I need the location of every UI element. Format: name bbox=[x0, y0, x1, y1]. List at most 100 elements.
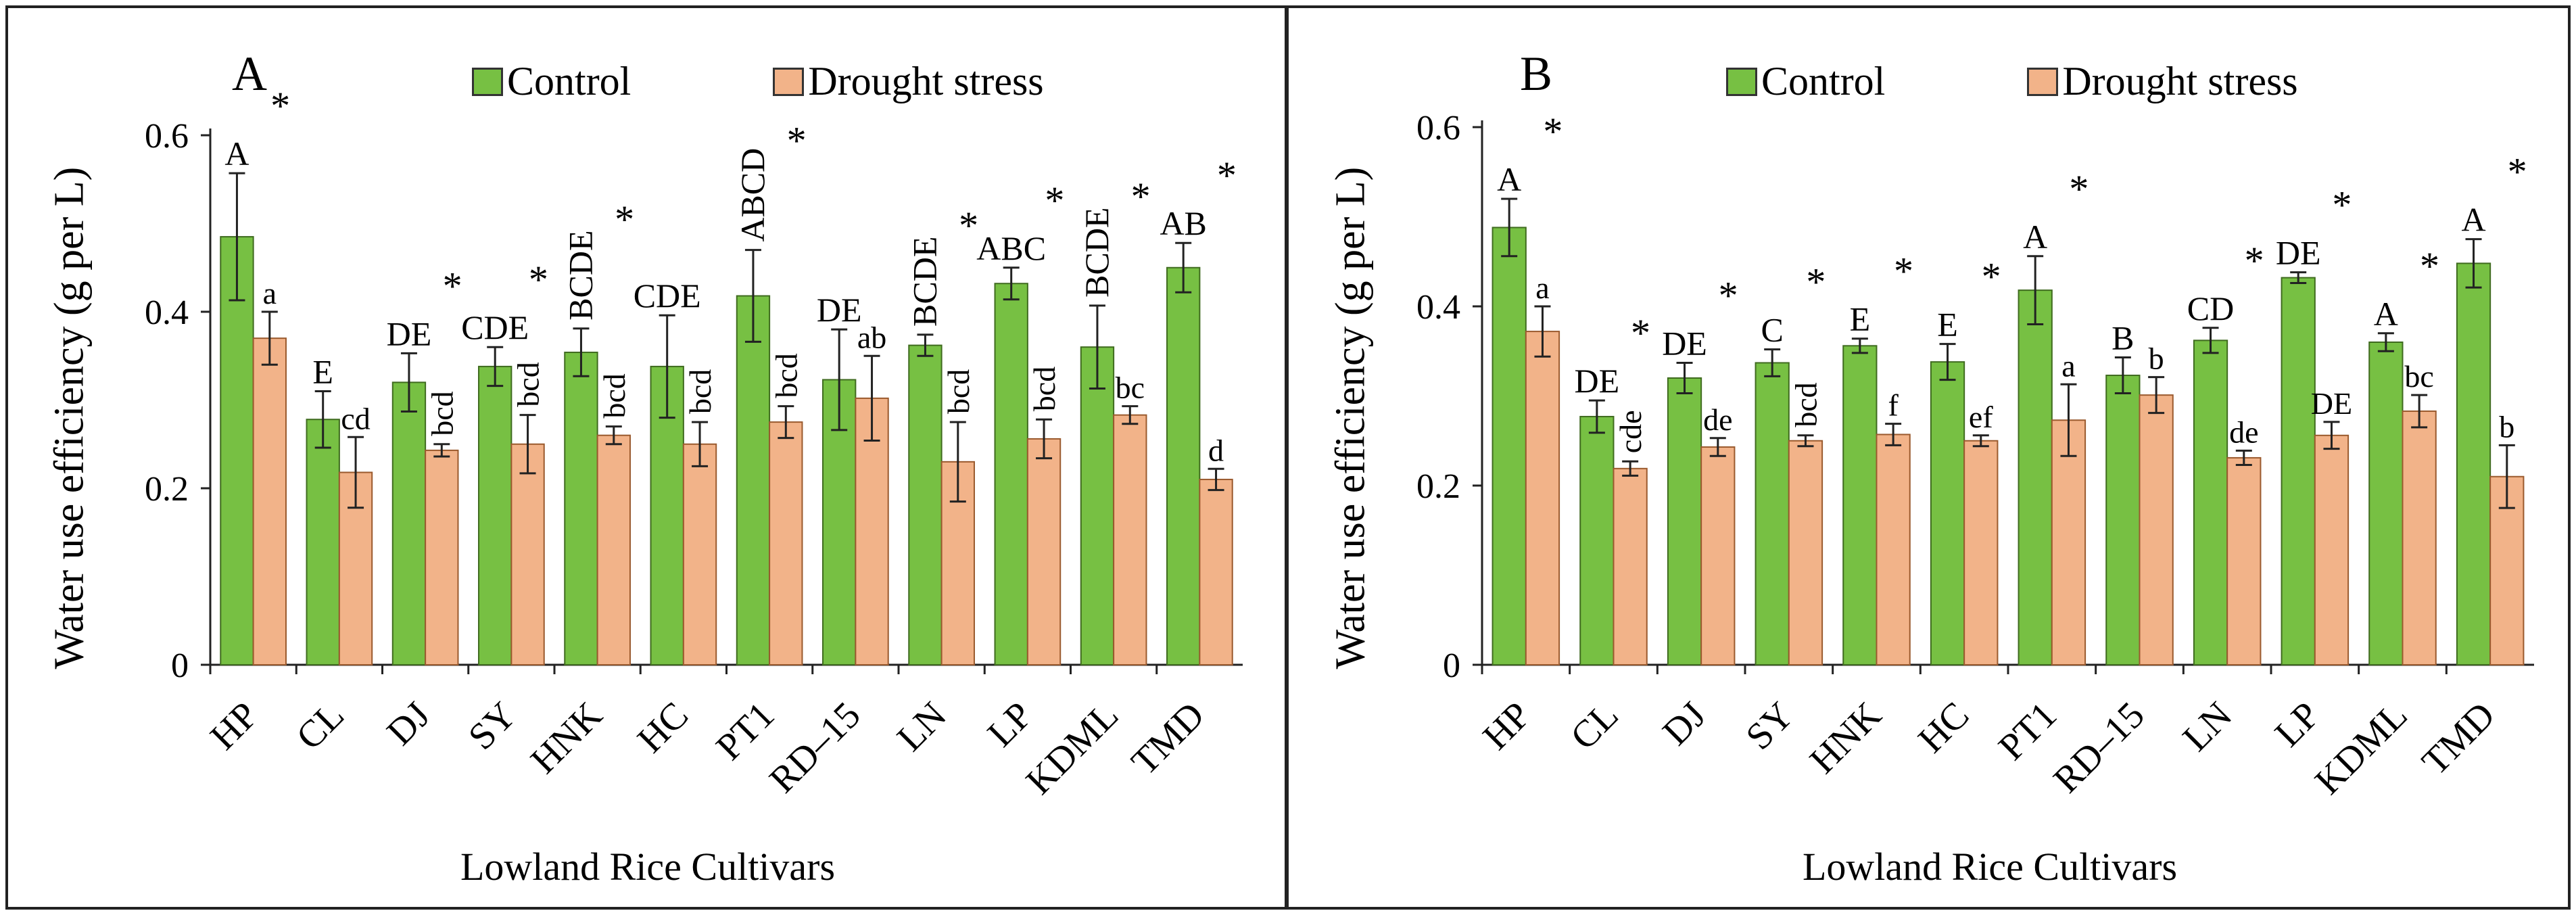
data-label-control: DE bbox=[817, 291, 862, 329]
legend-label-drought: Drought stress bbox=[808, 59, 1044, 103]
legend-swatch-control bbox=[1726, 67, 1757, 96]
y-axis-title-a: Water use efficiency (g per L) bbox=[46, 166, 93, 670]
significance-star: * bbox=[787, 119, 807, 163]
data-label-control: DE bbox=[387, 314, 432, 352]
bar-control bbox=[1080, 346, 1115, 665]
data-label-drought: f bbox=[1888, 388, 1899, 423]
data-label-drought: bc bbox=[2404, 359, 2433, 394]
x-tick-label: HP bbox=[1475, 694, 1539, 757]
legend-item-control: Control bbox=[1726, 58, 1885, 105]
legend-a: Control Drought stress bbox=[472, 58, 1044, 105]
significance-star: * bbox=[1806, 260, 1826, 304]
legend-b: Control Drought stress bbox=[1726, 58, 2298, 105]
data-label-control: BCDE bbox=[561, 230, 599, 320]
data-label-drought: bcd bbox=[1027, 367, 1062, 411]
chart-a-plot: 00.20.40.6HPAa*CLEcdDJDEbcd*SYCDEbcd*HNK… bbox=[145, 84, 1243, 803]
legend-swatch-drought bbox=[773, 67, 805, 96]
bar-drought bbox=[1700, 446, 1736, 666]
bar-control bbox=[1579, 415, 1615, 665]
y-tick-label: 0.2 bbox=[1416, 467, 1460, 506]
bar-control bbox=[2368, 342, 2404, 665]
data-label-control: A bbox=[224, 135, 249, 172]
data-label-control: A bbox=[1497, 160, 1521, 198]
bar-drought bbox=[1199, 478, 1233, 665]
x-tick-label: LN bbox=[2175, 694, 2241, 759]
data-label-control: AB bbox=[1160, 204, 1206, 242]
data-label-control: E bbox=[1850, 300, 1871, 338]
legend-swatch-control bbox=[472, 67, 503, 96]
significance-star: * bbox=[2420, 244, 2439, 288]
x-tick-label: DJ bbox=[379, 694, 438, 753]
significance-star: * bbox=[615, 197, 634, 241]
bar-control bbox=[2105, 375, 2141, 666]
bar-drought bbox=[425, 449, 459, 665]
data-label-drought: d bbox=[1208, 433, 1224, 467]
data-label-drought: bcd bbox=[1788, 382, 1823, 427]
significance-star: * bbox=[270, 84, 290, 128]
x-tick-label: HC bbox=[629, 694, 696, 761]
bar-drought bbox=[2051, 419, 2086, 666]
legend-item-drought: Drought stress bbox=[773, 58, 1044, 105]
bar-drought bbox=[1876, 433, 1911, 665]
x-tick-label: SY bbox=[460, 694, 524, 757]
y-tick-label: 0.2 bbox=[145, 470, 189, 509]
data-label-drought: a bbox=[2061, 348, 2075, 383]
bar-drought bbox=[1113, 414, 1147, 665]
x-tick-label: RD–15 bbox=[2045, 694, 2152, 801]
data-label-drought: bcd bbox=[511, 362, 546, 406]
y-tick-label: 0 bbox=[1443, 647, 1460, 685]
significance-star: * bbox=[1719, 273, 1738, 317]
bar-drought bbox=[2402, 410, 2437, 666]
data-label-control: ABCD bbox=[734, 148, 771, 242]
data-label-drought: bcd bbox=[769, 353, 803, 398]
data-label-control: DE bbox=[2276, 234, 2321, 272]
data-label-drought: DE bbox=[2311, 386, 2352, 421]
bar-control bbox=[2281, 277, 2316, 666]
data-label-control: A bbox=[2023, 218, 2047, 256]
significance-star: * bbox=[1894, 250, 1913, 294]
y-tick-label: 0.4 bbox=[1416, 288, 1460, 327]
bar-control bbox=[1755, 362, 1790, 665]
x-tick-label: DJ bbox=[1655, 694, 1715, 753]
bar-drought bbox=[1788, 440, 1823, 665]
bar-control bbox=[2018, 289, 2053, 665]
bar-drought bbox=[2314, 434, 2350, 665]
significance-star: * bbox=[2069, 167, 2089, 211]
bar-drought bbox=[855, 397, 889, 665]
bar-control bbox=[1166, 266, 1201, 665]
x-tick-label: CL bbox=[289, 694, 352, 757]
significance-star: * bbox=[529, 258, 548, 302]
legend-label-control: Control bbox=[507, 59, 631, 103]
significance-star: * bbox=[2332, 183, 2352, 227]
x-tick-label: HNK bbox=[523, 694, 611, 782]
legend-label-control: Control bbox=[1761, 59, 1886, 103]
x-tick-label: LN bbox=[889, 694, 955, 759]
bar-control bbox=[736, 295, 771, 665]
data-label-control: A bbox=[2461, 201, 2485, 239]
legend-label-drought: Drought stress bbox=[2062, 59, 2298, 103]
data-label-drought: a bbox=[1535, 271, 1549, 305]
bar-drought bbox=[2139, 394, 2174, 665]
data-label-control: C bbox=[1761, 311, 1784, 349]
x-tick-label: TMD bbox=[2414, 694, 2504, 783]
panel-label-b: B bbox=[1520, 47, 1553, 101]
bar-drought bbox=[1525, 331, 1560, 665]
data-label-drought: bcd bbox=[425, 391, 459, 436]
y-tick-label: 0 bbox=[171, 647, 189, 685]
x-tick-label: KDML bbox=[1018, 694, 1126, 802]
bar-control bbox=[1842, 345, 1878, 665]
data-label-control: B bbox=[2112, 319, 2134, 357]
bar-drought bbox=[769, 421, 803, 665]
significance-star: * bbox=[1982, 255, 2001, 299]
bar-drought bbox=[1613, 467, 1648, 665]
data-label-control: A bbox=[2374, 295, 2398, 333]
significance-star: * bbox=[1631, 311, 1650, 355]
x-tick-label: SY bbox=[1738, 694, 1802, 757]
panel-divider bbox=[1285, 5, 1289, 910]
x-tick-label: CL bbox=[1563, 694, 1626, 757]
data-label-control: DE bbox=[1662, 324, 1707, 362]
data-label-control: BCDE bbox=[1078, 208, 1116, 298]
data-label-drought: ef bbox=[1969, 400, 1993, 434]
y-tick-label: 0.6 bbox=[145, 117, 189, 156]
